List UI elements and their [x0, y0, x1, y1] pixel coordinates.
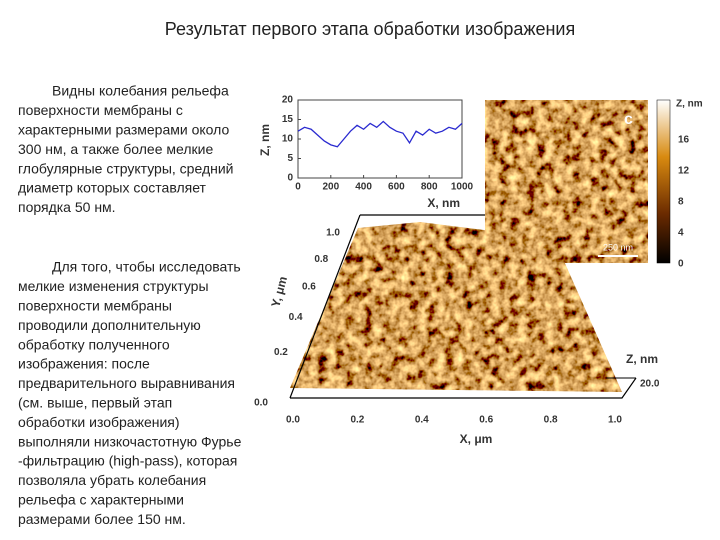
colorbar: [656, 99, 671, 264]
panel-label: c: [624, 111, 633, 128]
afm-3d-surface: [290, 222, 622, 392]
body-text: Видны колебания рельефа поверхности мембр…: [18, 83, 242, 527]
y-tick-label: 5: [287, 153, 293, 164]
paragraph-line: характерными размерами около: [18, 122, 229, 138]
colorbar-tick-label: 16: [678, 135, 690, 146]
x-tick-label: 0.4: [415, 415, 429, 426]
x-tick-label: 1.0: [608, 415, 622, 426]
axis-label: Z, nm: [626, 352, 658, 366]
x-tick-label: 400: [355, 182, 372, 193]
y-tick-label: 20: [282, 95, 294, 106]
z-tick-label: 20.0: [640, 379, 660, 390]
paragraph-line: размерами более 150 нм.: [18, 511, 186, 527]
paragraph-line: поверхности мембраны: [18, 298, 172, 314]
y-tick-label: 0.2: [274, 347, 288, 358]
x-tick-label: 0: [295, 182, 301, 193]
colorbar-tick-label: 12: [678, 166, 690, 177]
axis-label: Y, μm: [268, 275, 290, 309]
axis-label: X, μm: [460, 432, 493, 446]
axis-frame: [289, 214, 361, 399]
colorbar-tick-label: 8: [678, 197, 684, 208]
paragraph-line: диаметр которых составляет: [18, 180, 207, 196]
paragraph-line: позволяла убрать колебания: [18, 472, 206, 488]
paragraph-line: Для того, чтобы исследовать: [52, 259, 241, 275]
paragraph-line: выполняли низкочастотную Фурье: [18, 433, 242, 449]
paragraph-line: (см. выше, первый этап: [18, 395, 172, 411]
paragraph-line: поверхности мембраны с: [18, 102, 183, 118]
paragraph-line: рельефа с характерными: [18, 492, 184, 508]
colorbar-tick-label: 0: [678, 259, 684, 270]
paragraph-line: порядка 50 нм.: [18, 199, 116, 215]
y-tick-label: 0.8: [314, 254, 328, 265]
paragraph-line: 300 нм, а также более мелкие: [18, 141, 213, 157]
paragraph-line: проводили дополнительную: [18, 317, 201, 333]
slide-title: Результат первого этапа обработки изобра…: [165, 19, 575, 39]
y-tick-label: 15: [282, 114, 294, 125]
paragraph-line: изображения: после: [18, 356, 150, 372]
x-tick-label: 600: [388, 182, 405, 193]
scale-bar-label: 250 nm: [603, 242, 633, 252]
y-tick-label: 0: [287, 173, 293, 184]
x-tick-label: 0.2: [350, 415, 364, 426]
x-tick-label: 200: [322, 182, 339, 193]
colorbar-title: Z, nm: [676, 99, 703, 110]
y-tick-label: 0.4: [289, 312, 303, 323]
paragraph-line: Видны колебания рельефа: [52, 83, 229, 99]
y-tick-label: 0.6: [302, 282, 316, 293]
x-tick-label: 1000: [451, 182, 474, 193]
x-tick-label: 0.8: [544, 415, 558, 426]
y-tick-label: 1.0: [326, 228, 340, 239]
axis-label: Z, nm: [258, 124, 272, 156]
y-tick-label: 10: [282, 134, 294, 145]
x-tick-label: 0.0: [286, 415, 300, 426]
colorbar-tick-label: 4: [678, 228, 684, 239]
axis-frame: [290, 377, 637, 399]
paragraph-line: -фильтрацию (high-pass), которая: [18, 453, 237, 469]
paragraph-line: обработки изображения): [18, 414, 180, 430]
afm-2d-image: [485, 100, 648, 263]
paragraph-line: глобулярные структуры, средний: [18, 160, 234, 176]
y-tick-label: 0.0: [254, 398, 268, 409]
x-tick-label: 800: [421, 182, 438, 193]
profile-line: [297, 120, 463, 148]
axis-label: X, nm: [427, 196, 460, 210]
paragraph-line: предварительного выравнивания: [18, 375, 235, 391]
paragraph-line: обработку полученного: [18, 336, 170, 352]
x-tick-label: 0.6: [479, 415, 493, 426]
paragraph-line: мелкие изменения структуры: [18, 278, 209, 294]
